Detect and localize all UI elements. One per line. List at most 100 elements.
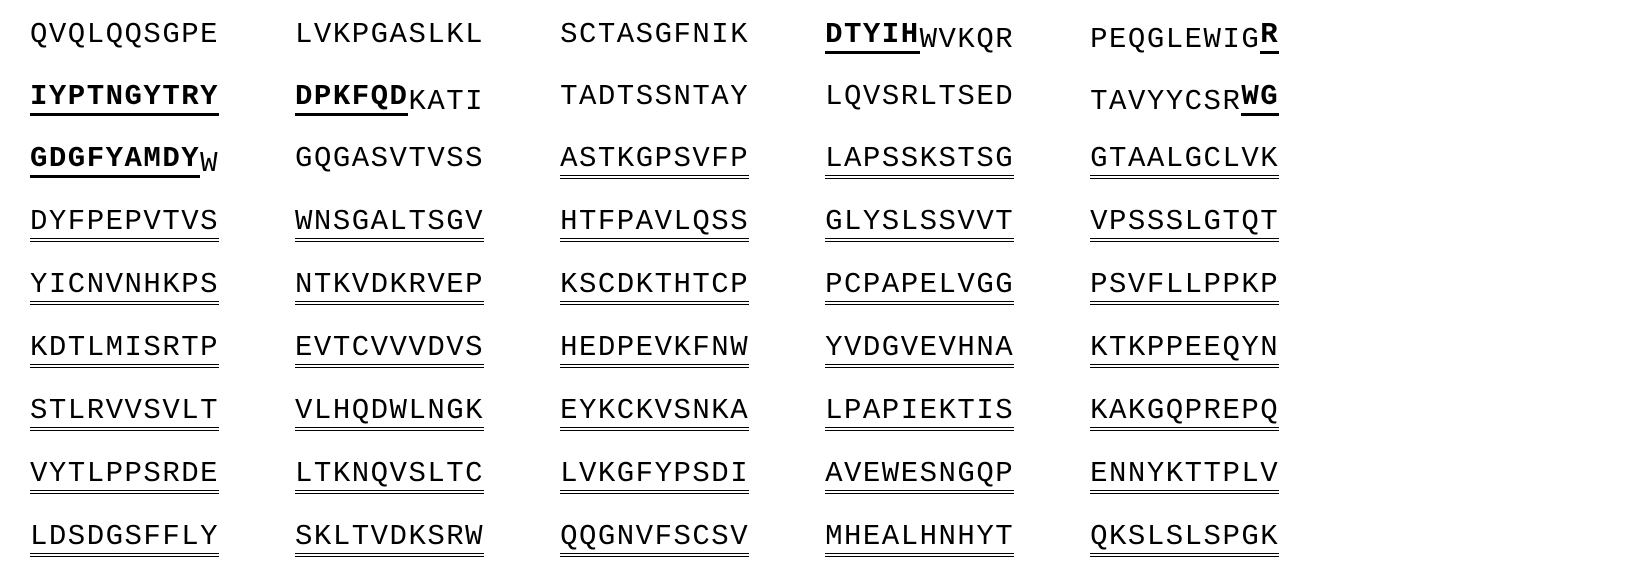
sequence-block: AVEWESNGQP [825,459,1014,494]
sequence-block: QQGNVFSCSV [560,522,749,557]
sequence-row: KDTLMISRTP EVTCVVVDVS HEDPEVKFNW YVDGVEVHNA… [30,333,1608,368]
sequence-block: VPSSSLGTQT [1090,207,1279,242]
sequence-segment: ENNYKTTPLV [1090,459,1279,494]
sequence-segment: KAKGQPREPQ [1090,396,1279,431]
sequence-segment: PCPAPELVGG [825,270,1014,305]
sequence-block: HTFPAVLQSS [560,207,749,242]
sequence-block: PSVFLLPPKP [1090,270,1279,305]
sequence-segment: YICNVNHKPS [30,270,219,305]
sequence-segment: WNSGALTSGV [295,207,484,242]
sequence-segment: STLRVVSVLT [30,396,219,431]
sequence-row: VYTLPPSRDE LTKNQVSLTC LVKGFYPSDI AVEWESNGQP… [30,459,1608,494]
sequence-block: YICNVNHKPS [30,270,219,305]
sequence-block: HEDPEVKFNW [560,333,749,368]
sequence-segment: KDTLMISRTP [30,333,219,368]
sequence-block: LVKPGASLKL [295,20,484,54]
sequence-block: ASTKGPSVFP [560,144,749,179]
sequence-block: STLRVVSVLT [30,396,219,431]
sequence-block: TAVYYCSRWG [1090,82,1279,116]
sequence-segment: WG [1241,82,1279,116]
sequence-block: KSCDKTHTCP [560,270,749,305]
sequence-row: STLRVVSVLT VLHQDWLNGK EYKCKVSNKA LPAPIEKTIS… [30,396,1608,431]
sequence-segment: PSVFLLPPKP [1090,270,1279,305]
sequence-block: DTYIHWVKQR [825,20,1014,54]
sequence-block: PEQGLEWIGR [1090,20,1279,54]
sequence-row: YICNVNHKPS NTKVDKRVEP KSCDKTHTCP PCPAPELVGG… [30,270,1608,305]
sequence-block: NTKVDKRVEP [295,270,484,305]
sequence-block: YVDGVEVHNA [825,333,1014,368]
sequence-segment: LVKPGASLKL [295,20,484,49]
sequence-segment: PEQGLEWIG [1090,25,1260,54]
sequence-segment: LAPSSKSTSG [825,144,1014,179]
sequence-segment: LPAPIEKTIS [825,396,1014,431]
sequence-segment: SCTASGFNIK [560,20,749,49]
sequence-block: LTKNQVSLTC [295,459,484,494]
sequence-segment: IYPTNGYTRY [30,82,219,116]
sequence-segment: GLYSLSSVVT [825,207,1014,242]
sequence-block: KDTLMISRTP [30,333,219,368]
sequence-segment: LQVSRLTSED [825,82,1014,111]
sequence-segment: LDSDGSFFLY [30,522,219,557]
sequence-block: GLYSLSSVVT [825,207,1014,242]
sequence-segment: DYFPEPVTVS [30,207,219,242]
sequence-block: GDGFYAMDYW [30,144,219,179]
sequence-segment: VYTLPPSRDE [30,459,219,494]
sequence-row: IYPTNGYTRY DPKFQDKATI TADTSSNTAY LQVSRLTSED… [30,82,1608,116]
sequence-row: GDGFYAMDYW GQGASVTVSS ASTKGPSVFP LAPSSKSTSG… [30,144,1608,179]
sequence-segment: GDGFYAMDY [30,144,200,178]
sequence-row: DYFPEPVTVS WNSGALTSGV HTFPAVLQSS GLYSLSSVVT… [30,207,1608,242]
sequence-block: TADTSSNTAY [560,82,749,116]
sequence-block: LPAPIEKTIS [825,396,1014,431]
sequence-block: QKSLSLSPGK [1090,522,1279,557]
sequence-segment: VLHQDWLNGK [295,396,484,431]
sequence-segment: R [1260,20,1279,54]
sequence-block: KTKPPEEQYN [1090,333,1279,368]
sequence-block: LDSDGSFFLY [30,522,219,557]
sequence-segment: QQGNVFSCSV [560,522,749,557]
sequence-segment: ASTKGPSVFP [560,144,749,179]
sequence-segment: LTKNQVSLTC [295,459,484,494]
sequence-segment: GQGASVTVSS [295,144,484,173]
sequence-block: SKLTVDKSRW [295,522,484,557]
sequence-segment: W [200,149,219,178]
sequence-segment: GTAALGCLVK [1090,144,1279,179]
sequence-segment: TADTSSNTAY [560,82,749,111]
sequence-block: KAKGQPREPQ [1090,396,1279,431]
sequence-segment: AVEWESNGQP [825,459,1014,494]
sequence-block: IYPTNGYTRY [30,82,219,116]
sequence-row: LDSDGSFFLY SKLTVDKSRW QQGNVFSCSV MHEALHNHYT… [30,522,1608,557]
sequence-segment: KTKPPEEQYN [1090,333,1279,368]
sequence-block: EVTCVVVDVS [295,333,484,368]
sequence-block: WNSGALTSGV [295,207,484,242]
sequence-block: QVQLQQSGPE [30,20,219,54]
sequence-block: LAPSSKSTSG [825,144,1014,179]
sequence-segment: WVKQR [920,25,1015,54]
sequence-segment: TAVYYCSR [1090,87,1241,116]
sequence-segment: EVTCVVVDVS [295,333,484,368]
sequence-block: SCTASGFNIK [560,20,749,54]
sequence-segment: YVDGVEVHNA [825,333,1014,368]
sequence-segment: MHEALHNHYT [825,522,1014,557]
sequence-block: GQGASVTVSS [295,144,484,179]
sequence-segment: HEDPEVKFNW [560,333,749,368]
sequence-segment: DPKFQD [295,82,408,116]
sequence-segment: QVQLQQSGPE [30,20,219,49]
sequence-row: QVQLQQSGPE LVKPGASLKL SCTASGFNIK DTYIHWVKQR… [30,20,1608,54]
sequence-block: DPKFQDKATI [295,82,484,116]
sequence-segment: QKSLSLSPGK [1090,522,1279,557]
sequence-segment: HTFPAVLQSS [560,207,749,242]
sequence-block: ENNYKTTPLV [1090,459,1279,494]
sequence-block: VLHQDWLNGK [295,396,484,431]
sequence-block: DYFPEPVTVS [30,207,219,242]
sequence-segment: SKLTVDKSRW [295,522,484,557]
sequence-container: QVQLQQSGPE LVKPGASLKL SCTASGFNIK DTYIHWVKQR… [30,20,1608,557]
sequence-block: LVKGFYPSDI [560,459,749,494]
sequence-segment: EYKCKVSNKA [560,396,749,431]
sequence-segment: KATI [408,87,484,116]
sequence-block: GTAALGCLVK [1090,144,1279,179]
sequence-block: LQVSRLTSED [825,82,1014,116]
sequence-segment: DTYIH [825,20,920,54]
sequence-block: VYTLPPSRDE [30,459,219,494]
sequence-segment: KSCDKTHTCP [560,270,749,305]
sequence-block: MHEALHNHYT [825,522,1014,557]
